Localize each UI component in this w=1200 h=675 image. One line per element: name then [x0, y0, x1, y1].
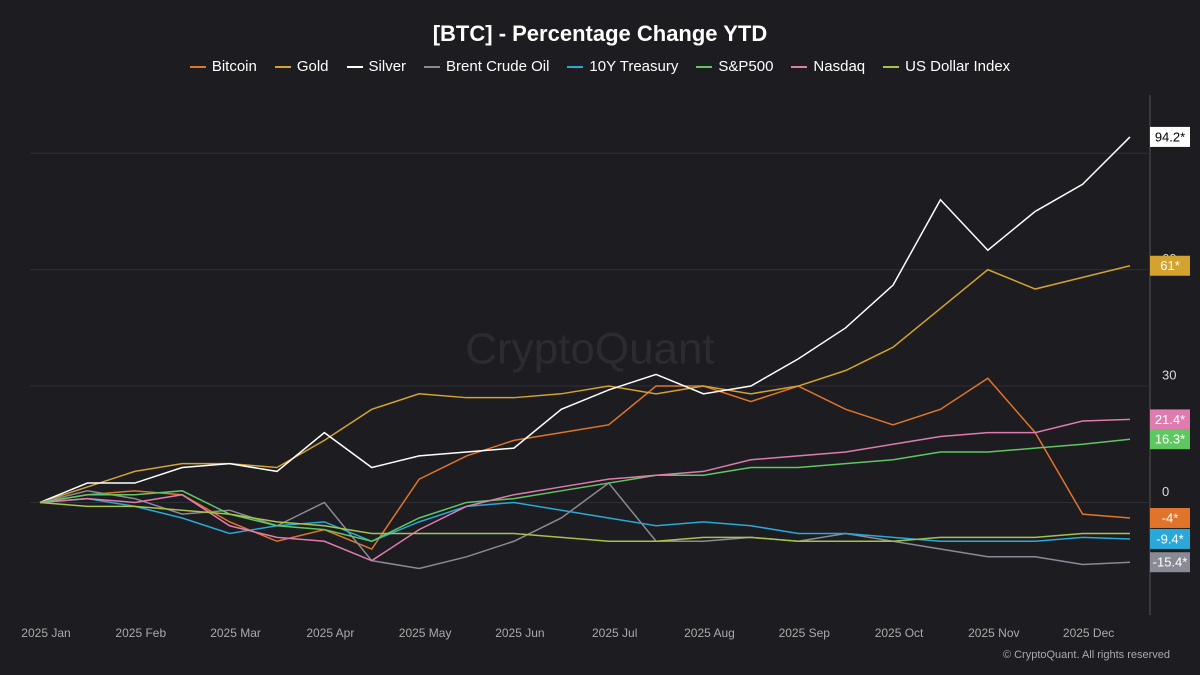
legend-label: Brent Crude Oil: [446, 58, 550, 75]
end-label: -15.4*: [1153, 555, 1188, 570]
legend-item[interactable]: 10Y Treasury: [567, 58, 678, 75]
y-tick-label: 0: [1162, 484, 1169, 499]
legend-swatch: [274, 65, 291, 68]
end-badge: [1150, 126, 1190, 147]
legend-label: Gold: [296, 58, 329, 75]
legend-item[interactable]: Nasdaq: [791, 58, 865, 75]
series-line: [39, 265, 1131, 504]
x-tick-label: 2025 Aug: [684, 626, 735, 640]
end-label: 16.3*: [1155, 432, 1185, 447]
x-tick-label: 2025 Nov: [968, 626, 1019, 640]
legend-swatch: [696, 65, 713, 68]
footer: © CryptoQuant. All rights reserved: [1003, 649, 1170, 661]
end-badge: [1150, 409, 1190, 430]
legend-swatch: [567, 65, 584, 68]
legend: Bitcoin Gold Silver Brent Crude Oil 10Y Trea…: [0, 58, 1200, 75]
x-tick-label: 2025 Feb: [115, 626, 166, 640]
end-label: -4*: [1162, 510, 1179, 525]
end-label: 61*: [1160, 258, 1180, 273]
legend-item[interactable]: Gold: [274, 58, 329, 75]
series-line: [39, 497, 1131, 543]
x-tick-label: 2025 Jan: [21, 626, 70, 640]
legend-label: Silver: [368, 58, 407, 75]
end-label: -9.4*: [1156, 531, 1183, 546]
end-badge: [1150, 552, 1190, 573]
series-line: [39, 418, 1131, 562]
y-tick-label: 30: [1162, 367, 1176, 382]
x-tick-label: 2025 Jul: [592, 626, 637, 640]
series-line: [39, 438, 1131, 543]
x-tick-label: 2025 Apr: [306, 626, 354, 640]
legend-label: S&P500: [718, 58, 774, 75]
x-tick-label: 2025 Sep: [779, 626, 831, 640]
legend-swatch: [424, 65, 441, 68]
x-tick-label: 2025 Jun: [495, 626, 544, 640]
series-line: [39, 377, 1131, 550]
end-badge: [1150, 528, 1190, 549]
legend-label: Nasdaq: [813, 58, 866, 75]
series-line: [39, 501, 1130, 543]
legend-swatch: [189, 65, 206, 68]
legend-item[interactable]: Brent Crude Oil: [424, 58, 549, 75]
end-label: 94.2*: [1155, 129, 1185, 144]
x-tick-label: 2025 May: [399, 626, 452, 640]
end-label: 21.4*: [1155, 412, 1185, 427]
legend-label: US Dollar Index: [905, 58, 1011, 75]
legend-swatch: [791, 65, 808, 68]
legend-item[interactable]: Bitcoin: [189, 58, 257, 75]
legend-swatch: [346, 65, 363, 68]
series-line: [39, 136, 1131, 504]
x-tick-label: 2025 Oct: [875, 626, 924, 640]
legend-label: 10Y Treasury: [589, 58, 679, 75]
legend-item[interactable]: Silver: [346, 58, 407, 75]
x-tick-label: 2025 Dec: [1063, 626, 1114, 640]
x-tick-label: 2025 Mar: [210, 626, 261, 640]
watermark: CryptoQuant: [465, 325, 714, 374]
legend-item[interactable]: US Dollar Index: [883, 58, 1010, 75]
end-badge: [1150, 507, 1190, 528]
end-badge: [1150, 255, 1190, 276]
legend-swatch: [883, 65, 900, 68]
legend-label: Bitcoin: [211, 58, 257, 75]
legend-item[interactable]: S&P500: [696, 58, 773, 75]
end-badge: [1150, 429, 1190, 450]
chart-title: [BTC] - Percentage Change YTD: [433, 21, 768, 46]
